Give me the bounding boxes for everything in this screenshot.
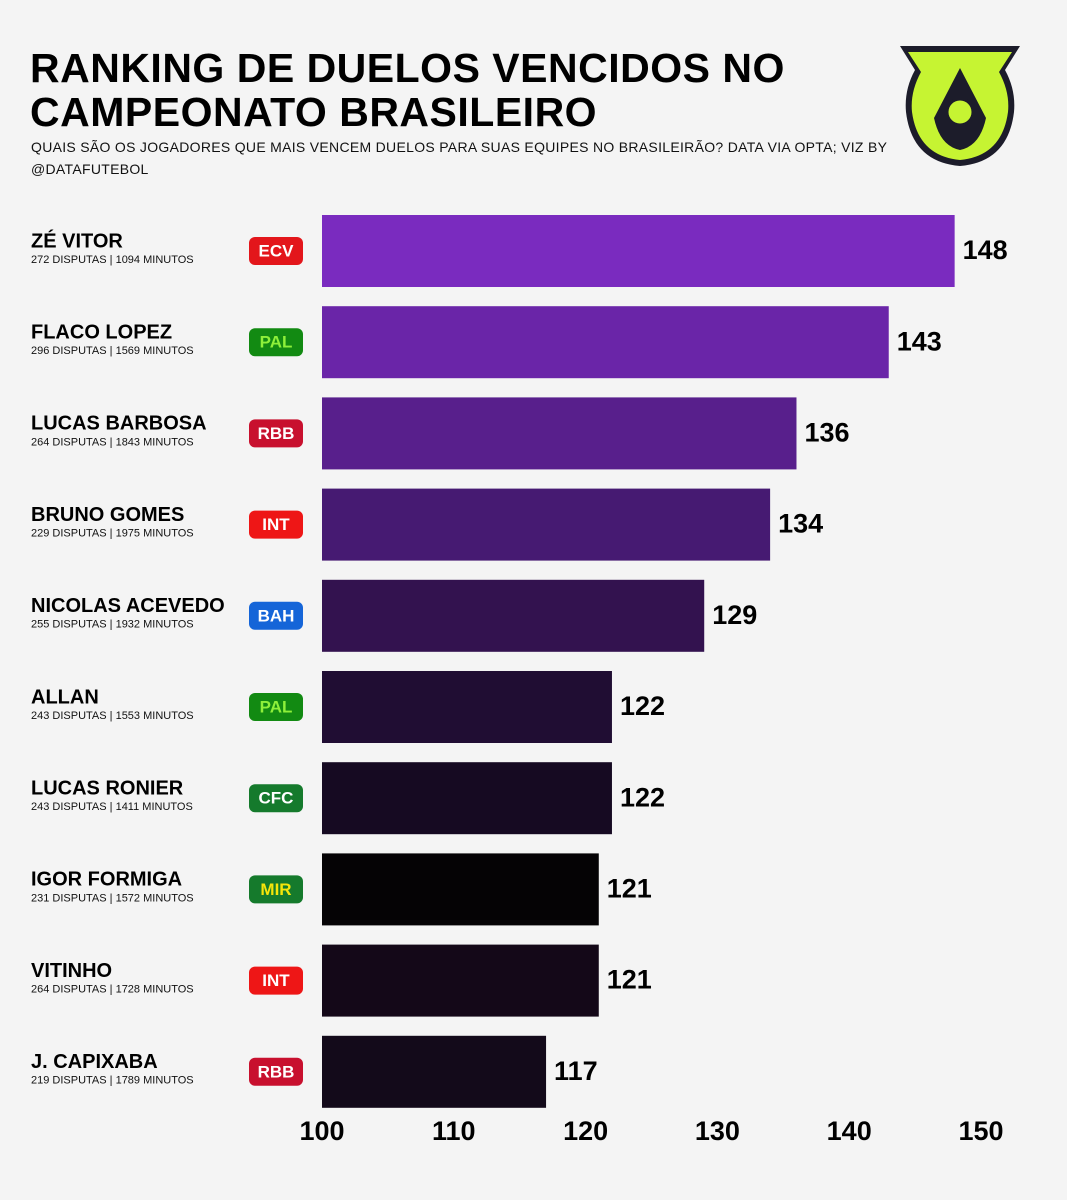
value-label: 122 xyxy=(620,691,665,721)
team-badge xyxy=(249,1057,303,1086)
player-details: 296 DISPUTAS | 1569 MINUTOS xyxy=(31,345,194,357)
value-label: 129 xyxy=(712,600,757,630)
player-details: 243 DISPUTAS | 1411 MINUTOS xyxy=(31,801,193,813)
team-badge xyxy=(249,510,303,539)
player-details: 272 DISPUTAS | 1094 MINUTOS xyxy=(31,254,194,266)
bar xyxy=(322,853,599,926)
team-label: PAL xyxy=(260,697,293,716)
x-tick-label: 140 xyxy=(827,1116,872,1146)
player-details: 264 DISPUTAS | 1728 MINUTOS xyxy=(31,984,194,996)
player-name: J. CAPIXABA xyxy=(31,1051,158,1073)
chart-title: RANKING DE DUELOS VENCIDOS NO CAMPEONATO… xyxy=(30,45,785,135)
player-details: 219 DISPUTAS | 1789 MINUTOS xyxy=(31,1075,194,1087)
player-details: 243 DISPUTAS | 1553 MINUTOS xyxy=(31,710,194,722)
player-details: 264 DISPUTAS | 1843 MINUTOS xyxy=(31,436,194,448)
team-badge xyxy=(249,237,303,265)
team-badge xyxy=(249,419,303,448)
player-details: 229 DISPUTAS | 1975 MINUTOS xyxy=(31,528,194,540)
team-label: INT xyxy=(262,971,290,990)
team-badge xyxy=(249,784,303,813)
bar xyxy=(322,397,797,470)
player-name: ALLAN xyxy=(31,686,99,708)
x-tick-label: 100 xyxy=(299,1116,344,1146)
team-label: INT xyxy=(262,515,290,534)
player-name: VITINHO xyxy=(31,960,112,982)
player-name: FLACO LOPEZ xyxy=(31,321,172,343)
x-tick-label: 120 xyxy=(563,1116,608,1146)
player-name: IGOR FORMIGA xyxy=(31,869,182,891)
x-tick-label: 150 xyxy=(958,1116,1003,1146)
player-name: LUCAS RONIER xyxy=(31,777,184,799)
x-tick-label: 110 xyxy=(432,1116,476,1146)
value-label: 136 xyxy=(804,418,849,448)
bar xyxy=(322,944,599,1017)
player-name: NICOLAS ACEVEDO xyxy=(31,595,225,617)
value-label: 134 xyxy=(778,509,823,539)
team-label: ECV xyxy=(259,241,295,260)
team-label: RBB xyxy=(258,1062,295,1081)
player-name: LUCAS BARBOSA xyxy=(31,413,207,435)
value-label: 121 xyxy=(607,874,652,904)
chart-subtitle: QUAIS SÃO OS JOGADORES QUE MAIS VENCEM D… xyxy=(31,139,887,177)
value-label: 122 xyxy=(620,782,665,812)
value-label: 121 xyxy=(607,965,652,995)
value-label: 148 xyxy=(963,235,1008,265)
bar xyxy=(322,215,955,287)
bar xyxy=(322,488,771,561)
team-badge xyxy=(249,693,303,721)
team-badge xyxy=(249,875,303,904)
bar xyxy=(322,671,612,743)
player-name: BRUNO GOMES xyxy=(31,504,184,526)
x-tick-label: 130 xyxy=(695,1116,740,1146)
team-label: BAH xyxy=(258,606,295,625)
team-label: PAL xyxy=(260,333,293,352)
team-badge xyxy=(249,966,303,995)
team-label: CFC xyxy=(259,789,294,808)
player-details: 255 DISPUTAS | 1932 MINUTOS xyxy=(31,619,194,631)
bar xyxy=(322,762,612,835)
team-badge xyxy=(249,328,303,357)
player-name: ZÉ VITOR xyxy=(31,229,123,252)
bar xyxy=(322,1035,547,1108)
team-label: RBB xyxy=(258,424,295,443)
player-details: 231 DISPUTAS | 1572 MINUTOS xyxy=(31,892,194,904)
bar xyxy=(322,306,889,379)
bar xyxy=(322,579,705,652)
team-label: MIR xyxy=(260,880,291,899)
team-badge xyxy=(249,601,303,630)
value-label: 143 xyxy=(897,326,942,356)
value-label: 117 xyxy=(554,1056,598,1086)
